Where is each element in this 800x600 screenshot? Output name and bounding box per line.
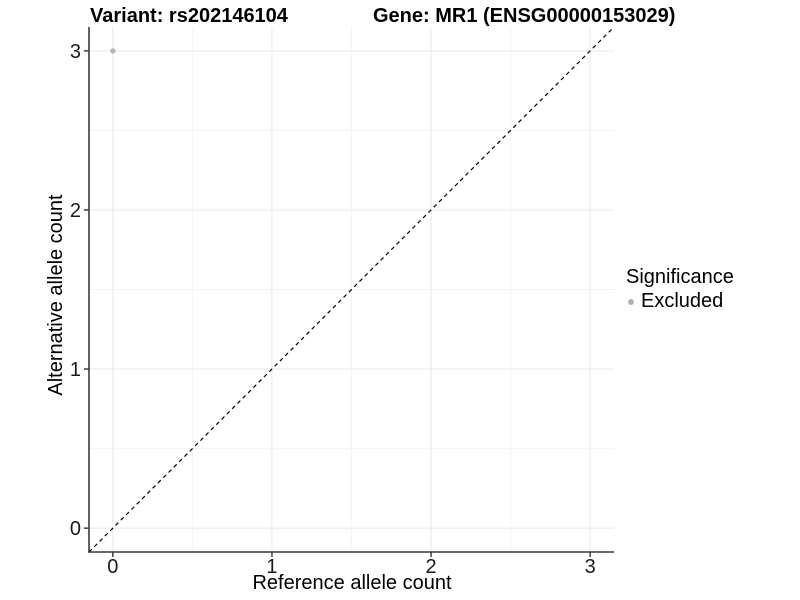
x-tick-label: 0: [107, 556, 118, 578]
x-tick-label: 1: [266, 556, 277, 578]
y-tick-label: 1: [70, 359, 81, 381]
legend-title: Significance: [626, 266, 734, 288]
y-tick-label: 0: [70, 518, 81, 540]
x-tick-label: 2: [425, 556, 436, 578]
data-point: [110, 48, 116, 54]
y-tick-label: 2: [70, 200, 81, 222]
legend-item-label: Excluded: [641, 290, 724, 312]
identity-dashed-line: [88, 26, 615, 553]
legend: Significance Excluded: [626, 266, 734, 313]
y-axis-title: Alternative allele count: [45, 194, 67, 396]
plot-title-variant: Variant: rs202146104: [90, 5, 288, 27]
legend-point-icon: [628, 298, 634, 305]
x-tick-label: 3: [585, 556, 596, 578]
x-axis-title: Reference allele count: [252, 572, 452, 594]
y-tick-label: 3: [70, 41, 81, 63]
legend-item-excluded: Excluded: [626, 290, 734, 313]
plot-title-gene: Gene: MR1 (ENSG00000153029): [373, 5, 676, 27]
